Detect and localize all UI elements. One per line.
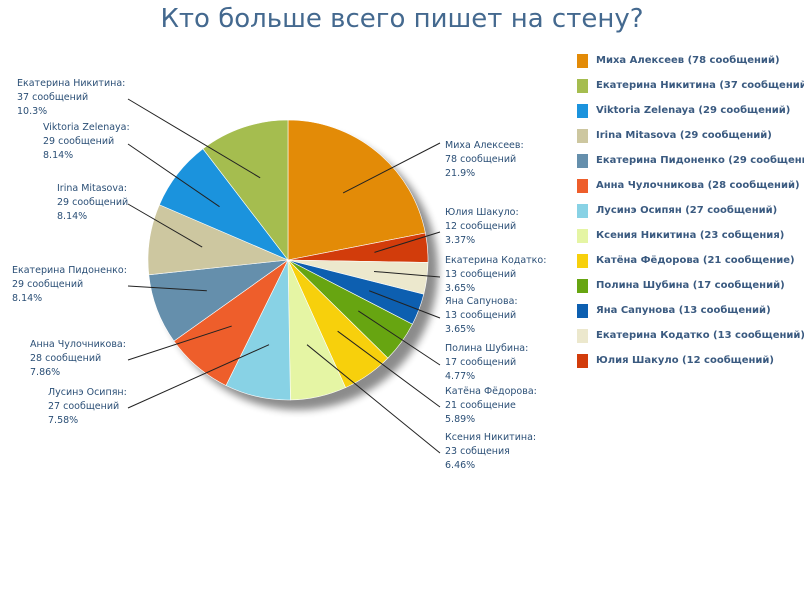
pie-slice xyxy=(287,119,426,261)
slice-label-percent: 7.58% xyxy=(48,415,78,426)
slice-label-name: Миха Алексеев: xyxy=(445,140,524,151)
leader-line xyxy=(342,142,441,194)
slice-label-name: Лусинэ Осипян: xyxy=(48,387,127,398)
slice-label-name: Irina Mitasova: xyxy=(57,183,127,194)
leader-line xyxy=(358,310,441,366)
slice-label-percent: 8.14% xyxy=(12,293,42,304)
slice-label-percent: 8.14% xyxy=(43,150,73,161)
slice-label-name: Юлия Шакуло: xyxy=(445,207,519,218)
legend-swatch xyxy=(577,54,588,68)
slice-label-count: 17 сообщений xyxy=(445,357,516,368)
legend-label: Ксения Никитина (23 собщения) xyxy=(596,230,785,241)
legend-swatch xyxy=(577,279,588,293)
slice-label-percent: 4.77% xyxy=(445,371,475,382)
slice-label-name: Екатерина Пидоненко: xyxy=(12,265,127,276)
slice-label-percent: 8.14% xyxy=(57,211,87,222)
legend-swatch xyxy=(577,154,588,168)
slice-label-name: Анна Чулочникова: xyxy=(30,339,126,350)
legend-swatch xyxy=(577,104,588,118)
legend-label: Анна Чулочникова (28 сообщений) xyxy=(596,180,800,191)
pie-slice xyxy=(202,119,289,261)
legend-label: Катёна Фёдорова (21 сообщение) xyxy=(596,255,795,266)
legend-label: Екатерина Никитина (37 сообщений) xyxy=(596,80,804,91)
legend-swatch xyxy=(577,79,588,93)
legend-label: Екатерина Пидоненко (29 сообщений) xyxy=(596,155,804,166)
legend-label: Юлия Шакуло (12 сообщений) xyxy=(596,355,775,366)
slice-label-percent: 10.3% xyxy=(17,106,47,117)
slice-label-count: 29 сообщений xyxy=(57,197,128,208)
slice-label-name: Полина Шубина: xyxy=(445,343,528,354)
slice-label-percent: 3.37% xyxy=(445,235,475,246)
slice-label-count: 21 сообщение xyxy=(445,400,516,411)
leader-line xyxy=(127,344,270,409)
slice-label-name: Viktoria Zelenaya: xyxy=(43,122,130,133)
legend-swatch xyxy=(577,329,588,343)
slice-label-count: 27 сообщений xyxy=(48,401,119,412)
leader-line xyxy=(369,290,441,319)
leader-line xyxy=(374,231,441,253)
legend-label: Полина Шубина (17 сообщений) xyxy=(596,280,785,291)
legend-label: Irina Mitasova (29 сообщений) xyxy=(596,130,772,141)
slice-label-percent: 3.65% xyxy=(445,283,475,294)
slice-label-percent: 7.86% xyxy=(30,367,60,378)
leader-line xyxy=(127,203,203,248)
legend-swatch xyxy=(577,354,588,368)
slice-label-count: 29 сообщений xyxy=(43,136,114,147)
slice-label-count: 12 сообщений xyxy=(445,221,516,232)
legend-label: Лусинэ Осипян (27 сообщений) xyxy=(596,205,778,216)
legend-swatch xyxy=(577,254,588,268)
leader-line xyxy=(127,285,207,292)
leader-line xyxy=(306,344,441,454)
slice-label-count: 23 собщения xyxy=(445,446,510,457)
chart-title: Кто больше всего пишет на стену? xyxy=(160,4,644,34)
slice-label-name: Катёна Фёдорова: xyxy=(445,386,537,397)
legend-swatch xyxy=(577,129,588,143)
legend-label: Viktoria Zelenaya (29 сообщений) xyxy=(596,105,791,116)
legend-swatch xyxy=(577,204,588,218)
slice-label-name: Ксения Никитина: xyxy=(445,432,536,443)
slice-label-count: 37 сообщений xyxy=(17,92,88,103)
legend-label: Екатерина Кодатко (13 сообщений) xyxy=(596,330,804,341)
leader-line xyxy=(373,270,441,278)
slice-label-percent: 21.9% xyxy=(445,168,475,179)
slice-label-name: Яна Сапунова: xyxy=(445,296,518,307)
leader-line xyxy=(127,143,220,208)
slice-label-count: 13 сообщений xyxy=(445,269,516,280)
slice-label-name: Екатерина Никитина: xyxy=(17,78,125,89)
legend-swatch xyxy=(577,179,588,193)
legend-label: Яна Сапунова (13 сообщений) xyxy=(596,305,771,316)
slice-label-count: 28 сообщений xyxy=(30,353,101,364)
legend-label: Миха Алексеев (78 сообщений) xyxy=(596,55,780,66)
leader-line xyxy=(337,330,441,408)
slice-label-count: 29 сообщений xyxy=(12,279,83,290)
leader-line xyxy=(127,98,261,179)
slice-label-count: 78 сообщений xyxy=(445,154,516,165)
slice-label-name: Екатерина Кодатко: xyxy=(445,255,546,266)
legend-swatch xyxy=(577,304,588,318)
slice-label-percent: 5.89% xyxy=(445,414,475,425)
slice-label-percent: 6.46% xyxy=(445,460,475,471)
leader-line xyxy=(127,325,232,361)
slice-label-percent: 3.65% xyxy=(445,324,475,335)
slice-label-count: 13 сообщений xyxy=(445,310,516,321)
legend-swatch xyxy=(577,229,588,243)
